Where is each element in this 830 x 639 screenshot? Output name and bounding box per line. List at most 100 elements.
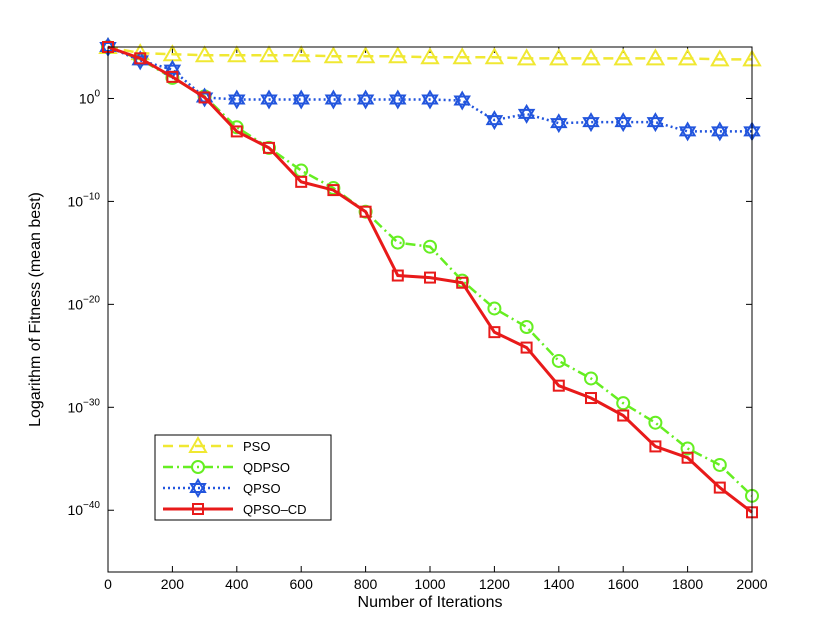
data-point-qpso-cd xyxy=(585,392,597,405)
data-point-pso xyxy=(549,48,569,66)
data-point-qpso-inverse xyxy=(228,94,246,110)
data-point-qpso xyxy=(485,110,504,126)
data-point-qdpso xyxy=(680,441,695,456)
x-tick-label: 600 xyxy=(290,576,314,592)
data-point-qdpso xyxy=(390,235,405,250)
data-point-qpso xyxy=(324,89,343,105)
x-tick-label: 1800 xyxy=(672,576,703,592)
series-line-qpso xyxy=(107,45,752,133)
data-point-qpso-inverse xyxy=(711,126,729,142)
data-point-qpso-cd xyxy=(520,341,533,354)
data-point-qpso xyxy=(550,113,568,129)
data-point-qpso-cd xyxy=(230,125,243,138)
x-tick-label: 200 xyxy=(161,576,185,592)
data-point-qdpso xyxy=(519,320,534,334)
data-point-qpso xyxy=(389,89,407,105)
data-point-qdpso xyxy=(648,415,663,430)
x-tick-label: 400 xyxy=(225,576,249,592)
data-point-qpso-cd xyxy=(713,481,726,494)
x-tick-label: 800 xyxy=(354,576,378,592)
x-tick-label: 1000 xyxy=(414,576,445,592)
data-point-qpso-inverse xyxy=(582,117,600,133)
data-point-qpso-inverse xyxy=(550,118,568,134)
data-point-qdpso xyxy=(487,301,502,316)
data-point-qpso-inverse xyxy=(324,94,343,110)
data-point-pso xyxy=(291,45,311,63)
data-point-qpso-inverse xyxy=(614,117,632,133)
data-point-qpso xyxy=(582,112,600,128)
data-point-qpso-cd xyxy=(424,271,436,284)
legend-label-qdpso: QDPSO xyxy=(243,460,290,475)
plot-frame xyxy=(107,46,753,573)
x-tick-label: 1400 xyxy=(543,576,574,592)
data-point-qpso xyxy=(678,121,697,137)
data-point-qpso-cd xyxy=(198,91,211,104)
x-axis-label: Number of Iterations xyxy=(358,594,503,611)
data-point-qpso-inverse xyxy=(389,94,407,110)
legend-marker-qpso-inverse xyxy=(189,483,207,498)
legend-marker-qpso-cd xyxy=(192,503,204,515)
y-tick-label: 10−10 xyxy=(67,191,100,209)
series-line-pso xyxy=(107,45,752,61)
data-point-pso xyxy=(388,46,408,64)
series-qpso xyxy=(99,37,761,142)
data-point-qpso-inverse xyxy=(517,108,536,124)
data-point-pso xyxy=(323,46,344,64)
y-tick-label: 10−40 xyxy=(67,500,100,518)
data-point-qpso-cd xyxy=(263,141,275,154)
data-point-pso xyxy=(355,46,376,64)
data-point-pso xyxy=(516,48,537,66)
x-tick-label: 0 xyxy=(104,576,112,592)
y-axis-label: Logarithm of Fitness (mean best) xyxy=(27,192,44,427)
data-point-pso xyxy=(259,45,279,63)
data-point-qpso-cd xyxy=(166,70,179,83)
data-point-qpso-inverse xyxy=(453,95,471,111)
series-qpso-cd xyxy=(102,41,758,519)
data-point-qpso xyxy=(163,59,182,75)
legend-box xyxy=(154,434,332,521)
data-point-pso xyxy=(227,45,247,63)
y-tick-label: 100 xyxy=(79,88,101,106)
x-tick-label: 2000 xyxy=(736,576,767,592)
data-point-qpso xyxy=(711,121,729,137)
data-point-pso xyxy=(194,45,215,63)
data-point-qpso-cd xyxy=(456,276,469,289)
data-point-qpso xyxy=(517,103,536,119)
data-point-qpso xyxy=(260,89,278,105)
data-point-pso xyxy=(710,49,730,67)
data-point-pso xyxy=(420,47,440,65)
data-point-qdpso xyxy=(423,239,437,254)
data-point-qpso-inverse xyxy=(678,126,697,142)
data-point-pso xyxy=(581,48,601,66)
data-point-qpso-inverse xyxy=(421,94,439,110)
data-point-pso xyxy=(645,48,666,66)
legend-marker-pso xyxy=(188,435,208,453)
data-point-pso xyxy=(484,47,505,65)
data-point-qpso-cd xyxy=(327,184,340,197)
legend-label-qpso: QPSO xyxy=(243,481,281,496)
data-point-qpso xyxy=(228,89,246,105)
data-point-qpso-cd xyxy=(391,269,404,282)
series-layer xyxy=(98,36,762,519)
data-point-qpso xyxy=(356,89,375,105)
y-axis: 100 10−10 10−20 10−30 10−40 xyxy=(67,88,752,518)
data-point-qpso xyxy=(453,90,471,106)
data-point-qpso-cd xyxy=(649,440,662,453)
legend-marker-qpso xyxy=(189,478,207,493)
x-axis: 0 200 400 600 800 1000 1200 1400 1600 1800 2000 xyxy=(104,47,768,592)
data-point-qpso-cd xyxy=(617,409,630,422)
x-tick-label: 1600 xyxy=(608,576,639,592)
x-tick-label: 1200 xyxy=(479,576,510,592)
y-tick-label: 10−20 xyxy=(67,294,100,312)
data-point-qdpso xyxy=(584,371,598,386)
data-point-qpso xyxy=(292,89,310,105)
data-point-qdpso xyxy=(712,457,727,472)
data-point-qpso-inverse xyxy=(292,94,310,110)
data-point-qpso xyxy=(646,112,665,128)
data-point-qpso-inverse xyxy=(485,115,504,131)
data-point-qpso-inverse xyxy=(260,94,278,110)
data-point-qpso-inverse xyxy=(646,117,665,133)
data-point-qpso-cd xyxy=(134,52,147,65)
data-point-pso xyxy=(677,48,698,66)
